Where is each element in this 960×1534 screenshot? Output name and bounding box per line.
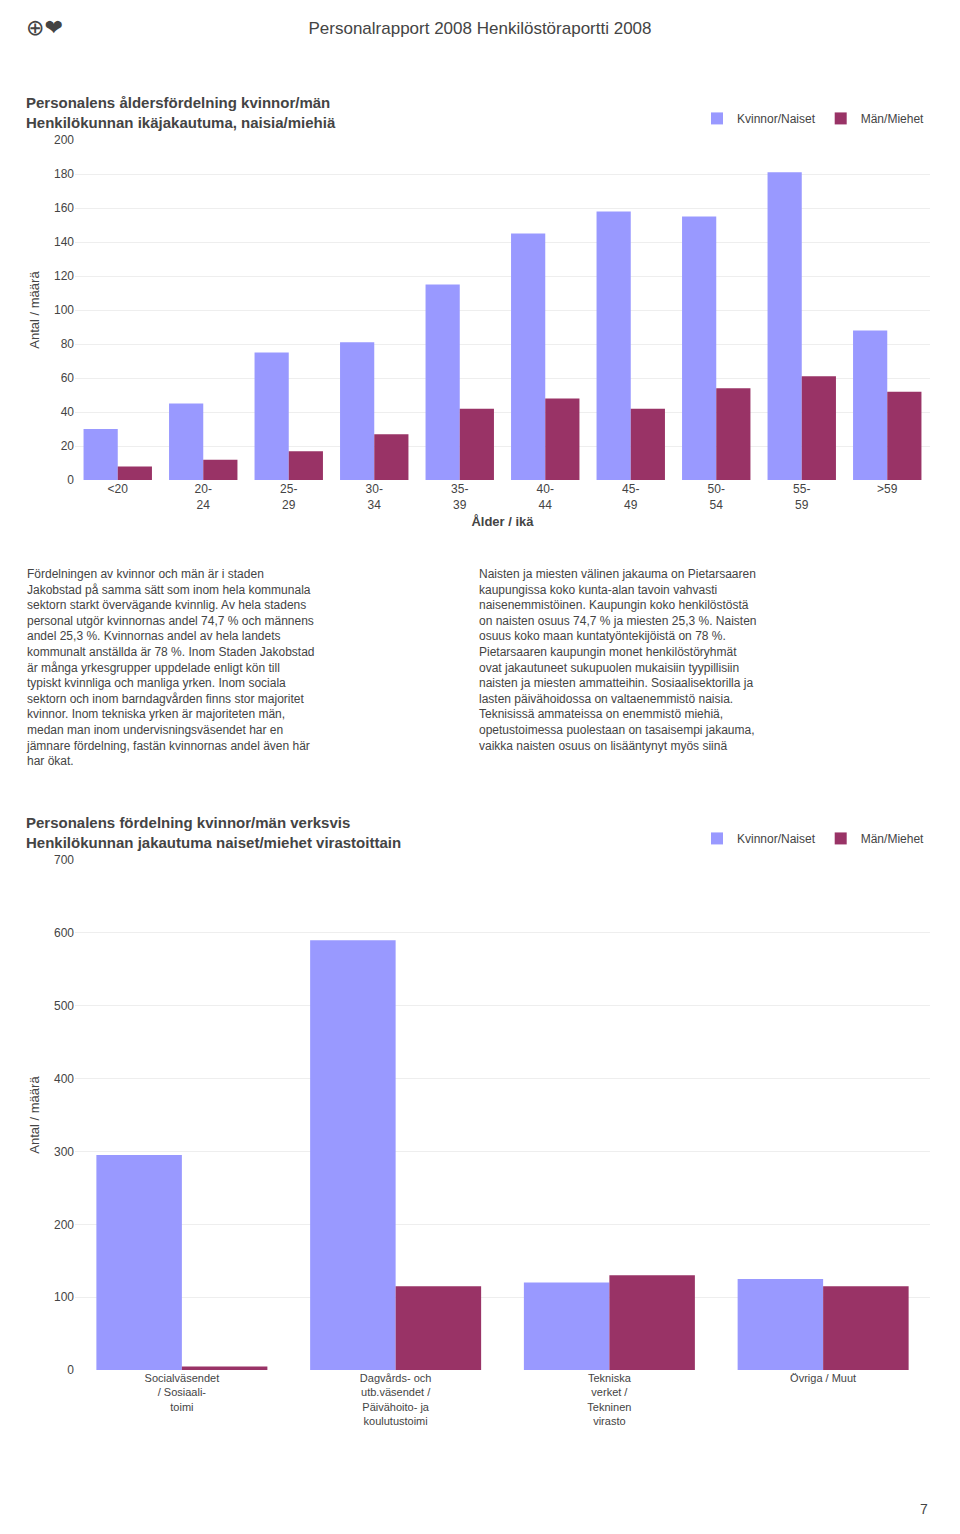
svg-text:40-44: 40-44 xyxy=(537,482,554,512)
svg-text:20-24: 20-24 xyxy=(195,482,212,512)
svg-text:Dagvårds- ochutb.väsendet /Päi: Dagvårds- ochutb.väsendet /Päivähoito- j… xyxy=(360,1372,432,1427)
svg-text:45-49: 45-49 xyxy=(622,482,639,512)
svg-text:0: 0 xyxy=(67,473,74,487)
svg-text:Övriga / Muut: Övriga / Muut xyxy=(790,1372,856,1384)
svg-text:80: 80 xyxy=(61,337,75,351)
svg-text:Personalrapport 2008 Henkilöst: Personalrapport 2008 Henkilöstöraportti … xyxy=(308,19,651,38)
svg-text:30-34: 30-34 xyxy=(366,482,383,512)
svg-text:60: 60 xyxy=(61,371,75,385)
svg-text:180: 180 xyxy=(54,167,74,181)
svg-text:35-39: 35-39 xyxy=(451,482,468,512)
svg-text:700: 700 xyxy=(54,853,74,867)
svg-text:0: 0 xyxy=(67,1363,74,1377)
svg-text:50-54: 50-54 xyxy=(708,482,725,512)
svg-text:Ålder / ikä: Ålder / ikä xyxy=(471,514,534,529)
svg-text:160: 160 xyxy=(54,201,74,215)
svg-text:25-29: 25-29 xyxy=(280,482,297,512)
svg-text:Fördelningen av kvinnor och mä: Fördelningen av kvinnor och män är i sta… xyxy=(26,567,315,768)
svg-text:Män/Miehet: Män/Miehet xyxy=(861,832,924,846)
svg-text:Socialväsendet/ Sosiaali-toimi: Socialväsendet/ Sosiaali-toimi xyxy=(145,1372,220,1413)
svg-text:55-59: 55-59 xyxy=(793,482,810,512)
svg-text:120: 120 xyxy=(54,269,74,283)
svg-text:40: 40 xyxy=(61,405,75,419)
svg-text:Personalens åldersfördelning k: Personalens åldersfördelning kvinnor/män… xyxy=(26,94,336,131)
svg-text:Kvinnor/Naiset: Kvinnor/Naiset xyxy=(737,832,816,846)
svg-text:100: 100 xyxy=(54,303,74,317)
svg-text:Män/Miehet: Män/Miehet xyxy=(861,112,924,126)
svg-text:>59: >59 xyxy=(877,482,898,496)
svg-text:Kvinnor/Naiset: Kvinnor/Naiset xyxy=(737,112,816,126)
svg-text:20: 20 xyxy=(61,439,75,453)
svg-text:500: 500 xyxy=(54,999,74,1013)
svg-text:400: 400 xyxy=(54,1072,74,1086)
svg-text:100: 100 xyxy=(54,1290,74,1304)
svg-text:Naisten ja miesten välinen jak: Naisten ja miesten välinen jakauma on Pi… xyxy=(479,567,757,753)
svg-text:Tekniskaverket /Tekninenvirast: Tekniskaverket /Tekninenvirasto xyxy=(587,1372,631,1427)
svg-text:600: 600 xyxy=(54,926,74,940)
svg-text:300: 300 xyxy=(54,1145,74,1159)
svg-text:7: 7 xyxy=(920,1501,928,1517)
svg-text:140: 140 xyxy=(54,235,74,249)
svg-text:<20: <20 xyxy=(108,482,129,496)
svg-text:Personalens fördelning kvinnor: Personalens fördelning kvinnor/män verks… xyxy=(26,814,401,851)
svg-text:Antal / määrä: Antal / määrä xyxy=(27,1076,42,1154)
svg-text:Antal / määrä: Antal / määrä xyxy=(27,271,42,349)
svg-text:200: 200 xyxy=(54,1218,74,1232)
svg-text:200: 200 xyxy=(54,133,74,147)
svg-text:⊕❤: ⊕❤ xyxy=(26,15,63,40)
